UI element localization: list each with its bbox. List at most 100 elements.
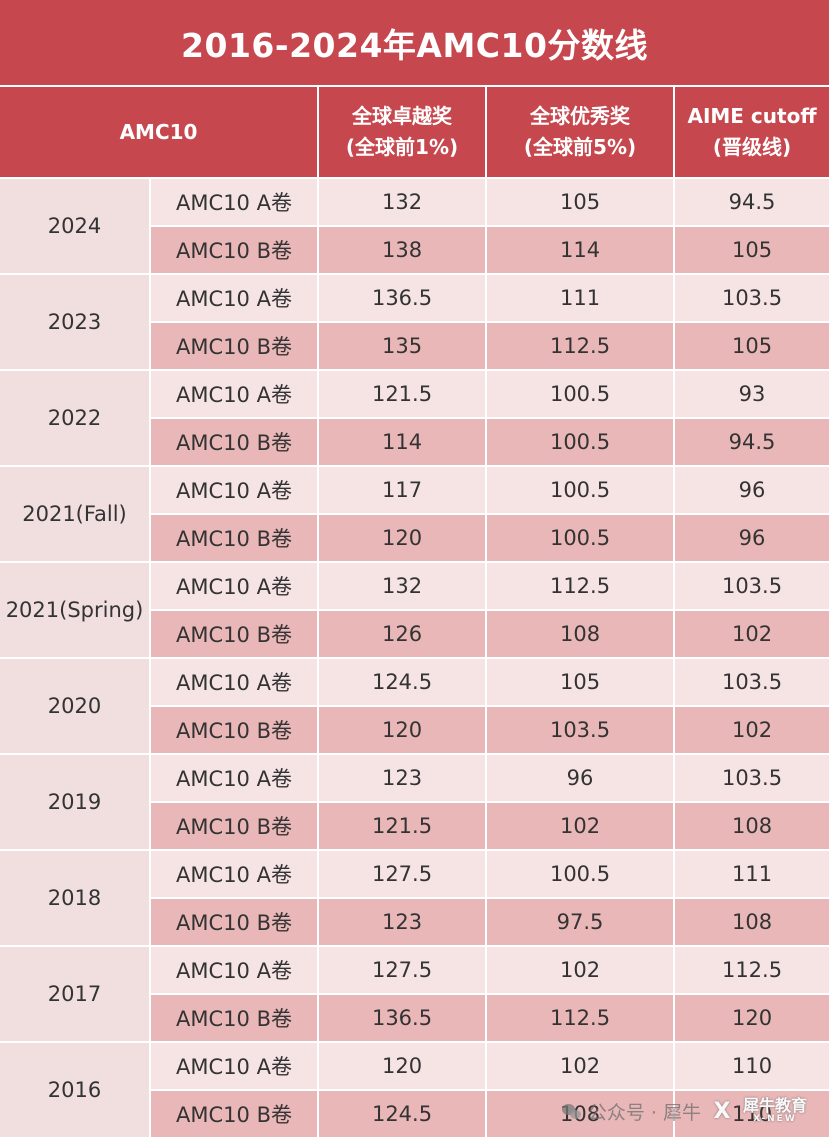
year-cell: 2024: [0, 178, 151, 275]
aime-cutoff-cell: 94.5: [674, 418, 829, 467]
honor-cell: 97.5: [486, 898, 676, 947]
header-honor: 全球优秀奖 (全球前5%): [486, 87, 676, 179]
aime-cutoff-cell: 102: [674, 706, 829, 755]
table-row: 2021(Spring) AMC10 A卷 132 112.5 103.5: [0, 562, 829, 659]
exam-cell: AMC10 A卷: [150, 658, 320, 707]
exam-cell: AMC10 B卷: [150, 706, 320, 755]
table-row: 2017 AMC10 A卷 127.5 102 112.5: [0, 946, 829, 1043]
year-cell: 2018: [0, 850, 151, 947]
table-row: 2020 AMC10 A卷 124.5 105 103.5: [0, 658, 829, 755]
header-distinction: 全球卓越奖 (全球前1%): [318, 87, 488, 179]
honor-cell: 102: [486, 802, 676, 851]
distinction-cell: 120: [318, 706, 488, 755]
exam-cell: AMC10 B卷: [150, 514, 320, 563]
year-cell: 2021(Fall): [0, 466, 151, 563]
exam-cell: AMC10 A卷: [150, 466, 320, 515]
aime-cutoff-cell: 94.5: [674, 178, 829, 227]
honor-cell: 100.5: [486, 418, 676, 467]
year-cell: 2019: [0, 754, 151, 851]
score-table: AMC10 全球卓越奖 (全球前1%) 全球优秀奖 (全球前5%) AIME c…: [0, 87, 829, 1139]
aime-cutoff-cell: 105: [674, 226, 829, 275]
header-aime: AIME cutoff (晋级线): [674, 87, 829, 179]
aime-cutoff-cell: 108: [674, 898, 829, 947]
year-cell: 2021(Spring): [0, 562, 151, 659]
exam-cell: AMC10 B卷: [150, 802, 320, 851]
distinction-cell: 123: [318, 754, 488, 803]
table-row: AMC10 B卷 123 97.5 108: [0, 898, 829, 947]
aime-cutoff-cell: 103.5: [674, 754, 829, 803]
honor-cell: 102: [486, 946, 676, 995]
distinction-cell: 117: [318, 466, 488, 515]
distinction-cell: 114: [318, 418, 488, 467]
honor-cell: 112.5: [486, 994, 676, 1043]
distinction-cell: 127.5: [318, 850, 488, 899]
exam-cell: AMC10 A卷: [150, 178, 320, 227]
table-row: AMC10 B卷 114 100.5 94.5: [0, 418, 829, 467]
distinction-cell: 127.5: [318, 946, 488, 995]
aime-cutoff-cell: 108: [674, 802, 829, 851]
honor-cell: 100.5: [486, 514, 676, 563]
aime-cutoff-cell: 93: [674, 370, 829, 419]
distinction-cell: 124.5: [318, 658, 488, 707]
table-row: AMC10 B卷 136.5 112.5 120: [0, 994, 829, 1043]
exam-cell: AMC10 B卷: [150, 1090, 320, 1139]
table-body: 2024 AMC10 A卷 132 105 94.5 AMC10 B卷 138 114 105 2…: [0, 178, 829, 1139]
aime-cutoff-cell: 110: [674, 1090, 829, 1139]
year-cell: 2022: [0, 370, 151, 467]
exam-cell: AMC10 B卷: [150, 994, 320, 1043]
exam-cell: AMC10 B卷: [150, 322, 320, 371]
honor-cell: 100.5: [486, 466, 676, 515]
honor-cell: 96: [486, 754, 676, 803]
distinction-cell: 136.5: [318, 274, 488, 323]
table-row: 2021(Fall) AMC10 A卷 117 100.5 96: [0, 466, 829, 563]
distinction-cell: 124.5: [318, 1090, 488, 1139]
exam-cell: AMC10 B卷: [150, 610, 320, 659]
year-cell: 2023: [0, 274, 151, 371]
honor-cell: 100.5: [486, 370, 676, 419]
page-title: 2016-2024年AMC10分数线: [0, 0, 829, 85]
header-honor-line2: (全球前5%): [523, 135, 637, 159]
table-row: 2024 AMC10 A卷 132 105 94.5: [0, 178, 829, 275]
distinction-cell: 123: [318, 898, 488, 947]
aime-cutoff-cell: 102: [674, 610, 829, 659]
table-row: AMC10 B卷 135 112.5 105: [0, 322, 829, 371]
exam-cell: AMC10 A卷: [150, 370, 320, 419]
exam-cell: AMC10 B卷: [150, 418, 320, 467]
aime-cutoff-cell: 120: [674, 994, 829, 1043]
distinction-cell: 136.5: [318, 994, 488, 1043]
honor-cell: 112.5: [486, 322, 676, 371]
distinction-cell: 138: [318, 226, 488, 275]
honor-cell: 105: [486, 658, 676, 707]
table-row: AMC10 B卷 120 100.5 96: [0, 514, 829, 563]
table-row: 2022 AMC10 A卷 121.5 100.5 93: [0, 370, 829, 467]
distinction-cell: 132: [318, 178, 488, 227]
table-row: 2016 AMC10 A卷 120 102 110: [0, 1042, 829, 1139]
aime-cutoff-cell: 105: [674, 322, 829, 371]
aime-cutoff-cell: 111: [674, 850, 829, 899]
table-row: AMC10 B卷 121.5 102 108: [0, 802, 829, 851]
aime-cutoff-cell: 103.5: [674, 658, 829, 707]
honor-cell: 102: [486, 1042, 676, 1091]
honor-cell: 108: [486, 610, 676, 659]
aime-cutoff-cell: 112.5: [674, 946, 829, 995]
year-cell: 2020: [0, 658, 151, 755]
distinction-cell: 135: [318, 322, 488, 371]
honor-cell: 103.5: [486, 706, 676, 755]
header-aime-line1: AIME cutoff: [687, 104, 817, 128]
table-row: AMC10 B卷 126 108 102: [0, 610, 829, 659]
honor-cell: 111: [486, 274, 676, 323]
exam-cell: AMC10 A卷: [150, 274, 320, 323]
honor-cell: 100.5: [486, 850, 676, 899]
year-cell: 2016: [0, 1042, 151, 1139]
aime-cutoff-cell: 110: [674, 1042, 829, 1091]
exam-cell: AMC10 B卷: [150, 898, 320, 947]
year-cell: 2017: [0, 946, 151, 1043]
distinction-cell: 132: [318, 562, 488, 611]
distinction-cell: 126: [318, 610, 488, 659]
table-row: 2018 AMC10 A卷 127.5 100.5 111: [0, 850, 829, 947]
aime-cutoff-cell: 96: [674, 514, 829, 563]
aime-cutoff-cell: 103.5: [674, 562, 829, 611]
aime-cutoff-cell: 103.5: [674, 274, 829, 323]
exam-cell: AMC10 A卷: [150, 754, 320, 803]
distinction-cell: 121.5: [318, 802, 488, 851]
